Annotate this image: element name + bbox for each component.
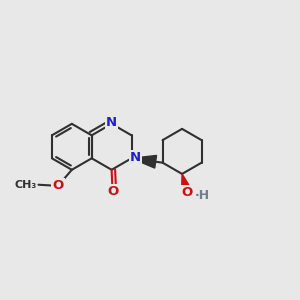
Text: CH₃: CH₃	[15, 180, 37, 190]
Text: N: N	[130, 151, 141, 164]
Polygon shape	[182, 174, 193, 194]
Text: O: O	[182, 186, 193, 199]
Text: N: N	[106, 116, 117, 129]
Text: ·H: ·H	[195, 189, 210, 202]
Text: O: O	[107, 185, 118, 198]
Text: O: O	[52, 179, 64, 192]
Polygon shape	[131, 155, 157, 168]
